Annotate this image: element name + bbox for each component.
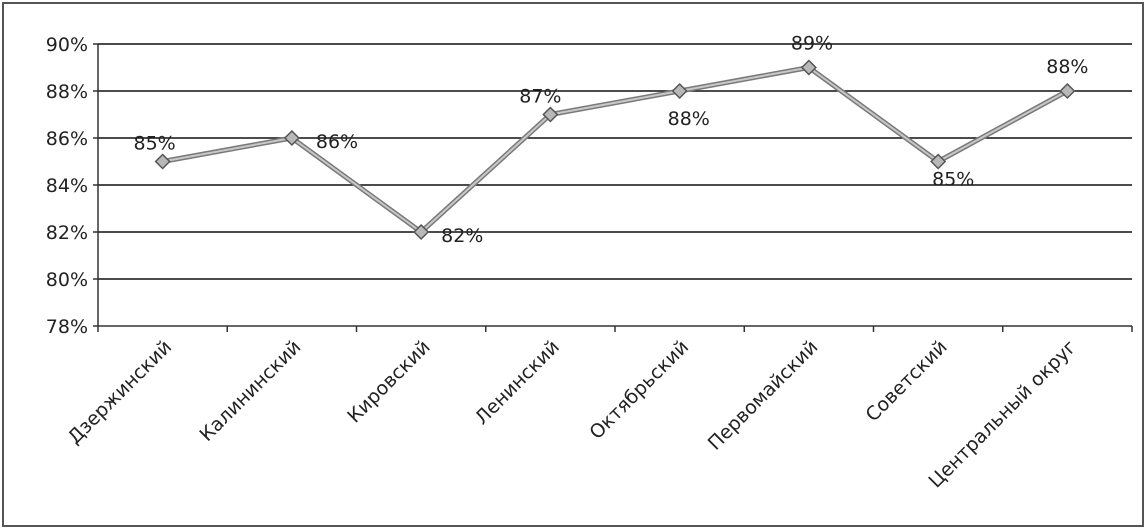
y-tick-label: 84% [46, 175, 88, 197]
data-point-marker [930, 153, 947, 170]
data-label: 82% [441, 225, 483, 247]
data-label: 89% [791, 33, 833, 55]
x-tick-labels: Дзержинский Калининский Кировский Ленинский… [64, 336, 1081, 492]
data-label: 85% [134, 133, 176, 155]
x-tick-label: Советский [862, 336, 952, 426]
data-label: 86% [316, 131, 358, 153]
data-label: 88% [668, 108, 710, 130]
data-point-marker [283, 129, 300, 147]
data-label: 88% [1046, 56, 1088, 78]
y-tick-label: 88% [46, 81, 88, 103]
data-labels: 85% 86% 82% 87% 88% 89% 85% 88% [134, 33, 1089, 248]
series-markers [154, 59, 1076, 241]
y-tick-label: 90% [46, 34, 88, 56]
line-chart: 78% 80% 82% 84% 86% 88% 90% Дзержинский Калинин… [46, 33, 1133, 492]
y-tick-labels: 78% 80% 82% 84% 86% 88% 90% [46, 34, 88, 338]
axes [93, 43, 1133, 332]
y-tick-label: 78% [46, 316, 88, 338]
x-tick-label: Калининский [195, 336, 305, 446]
gridlines [98, 43, 1132, 280]
data-label: 87% [519, 86, 561, 108]
y-tick-label: 82% [46, 222, 88, 244]
series-line-outline [162, 65, 1069, 235]
data-point-marker [154, 153, 171, 170]
x-tick-label: Ленинский [471, 336, 564, 429]
data-point-marker [1059, 82, 1076, 100]
data-label: 85% [932, 169, 974, 191]
x-tick-label: Октябрьский [585, 336, 693, 444]
x-tick-label: Первомайский [704, 336, 823, 455]
x-tick-label: Дзержинский [64, 336, 177, 449]
data-point-marker [800, 59, 817, 76]
data-point-marker [413, 223, 430, 241]
y-tick-label: 80% [46, 269, 88, 291]
x-tick-label: Центральный округ [925, 336, 1081, 492]
y-tick-label: 86% [46, 128, 88, 150]
series-line-path [162, 66, 1068, 233]
x-tick-label: Кировский [343, 336, 434, 427]
data-point-marker [542, 106, 559, 123]
data-point-marker [671, 82, 688, 100]
series-line [162, 65, 1069, 235]
